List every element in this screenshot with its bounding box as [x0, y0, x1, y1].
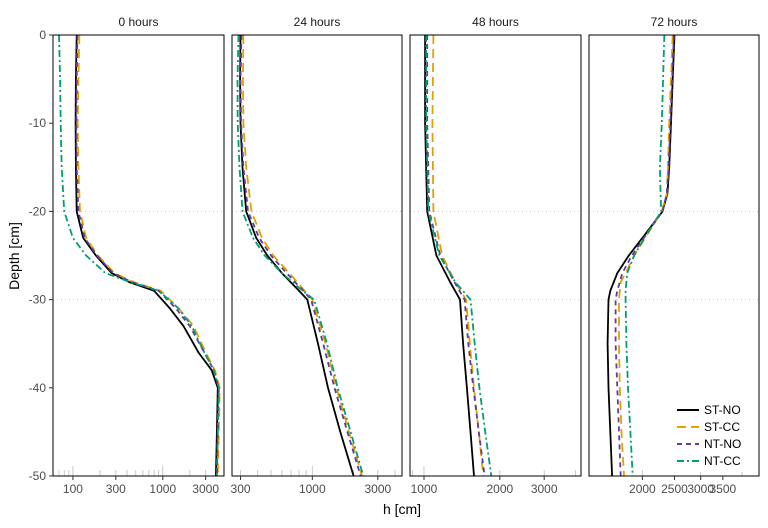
x-tick-label: 2000 [629, 482, 656, 496]
y-tick-label: 0 [39, 28, 46, 42]
series-line-nt-cc [624, 34, 666, 477]
x-tick-label: 3000 [364, 482, 391, 496]
series-line-nt-no [426, 35, 486, 477]
legend: ST-NO ST-CC NT-NO NT-CC [671, 396, 753, 472]
legend-label: ST-NO [704, 403, 741, 417]
panel-title: 72 hours [651, 15, 698, 29]
series-line-st-cc [618, 34, 674, 477]
x-tick-label: 1000 [299, 482, 326, 496]
panel-3: 48 hours 1000 2000 3000 [409, 15, 582, 496]
series-line-st-no [424, 35, 475, 477]
x-axis-title: h [cm] [383, 501, 421, 517]
series-line-nt-cc [58, 34, 220, 477]
series-line-nt-no [239, 34, 362, 477]
series-line-nt-cc [425, 35, 493, 477]
y-axis: 0 -10 -20 -30 -40 -50 [29, 28, 53, 483]
x-tick-label: 300 [106, 482, 126, 496]
series-line-st-cc [431, 34, 485, 477]
y-axis-title: Depth [cm] [6, 222, 22, 290]
panel-border [409, 34, 582, 477]
x-tick-label: 2000 [486, 482, 513, 496]
y-tick-label: -50 [29, 469, 47, 483]
x-tick-label: 300 [231, 482, 251, 496]
y-tick-label: -20 [29, 204, 47, 218]
panel-title: 24 hours [294, 15, 341, 29]
panels-layer: 0 hours 100 300 1000 3000 24 hours 300 1000 3000… [52, 15, 760, 496]
y-tick-label: -30 [29, 293, 47, 307]
series-line-nt-no [614, 34, 675, 477]
legend-label: ST-CC [704, 420, 740, 434]
legend-label: NT-CC [704, 454, 741, 468]
panel-title: 0 hours [118, 15, 158, 29]
x-tick-label: 3000 [687, 482, 714, 496]
series-line-nt-cc [236, 34, 365, 477]
series-line-st-cc [241, 34, 363, 477]
x-tick-label: 100 [63, 482, 83, 496]
legend-label: NT-NO [704, 437, 741, 451]
x-tick-label: 1000 [149, 482, 176, 496]
y-tick-label: -40 [29, 381, 47, 395]
panel-border [52, 34, 225, 477]
series-line-nt-no [75, 34, 220, 477]
x-tick-label: 3000 [531, 482, 558, 496]
panel-2: 24 hours 300 1000 3000 [231, 15, 403, 496]
x-tick-label: 3500 [710, 482, 737, 496]
x-tick-label: 1000 [411, 482, 438, 496]
panel-border [231, 34, 403, 477]
series-line-st-no [239, 34, 355, 477]
series-line-st-cc [76, 34, 221, 477]
legend-box [671, 396, 753, 472]
y-tick-label: -10 [29, 116, 47, 130]
x-tick-label: 3000 [192, 482, 219, 496]
panel-1: 0 hours 100 300 1000 3000 [52, 15, 225, 496]
panel-title: 48 hours [472, 15, 519, 29]
x-tick-label: 2500 [661, 482, 688, 496]
